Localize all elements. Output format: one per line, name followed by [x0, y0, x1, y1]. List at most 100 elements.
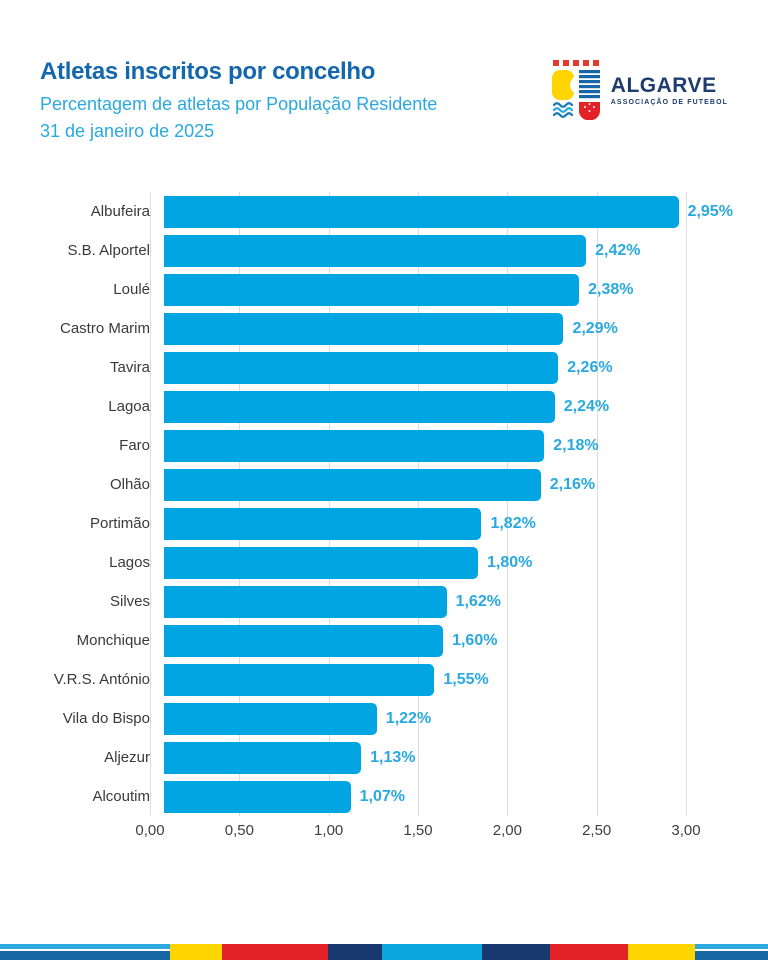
category-label: Tavira — [109, 359, 150, 376]
bar-track: 1,13% — [164, 741, 740, 774]
bar-track: 1,55% — [164, 663, 740, 696]
category-label: Lagoa — [108, 398, 150, 415]
algarve-crest-icon — [551, 60, 600, 120]
bar-value-label: 1,60% — [452, 631, 498, 649]
gridline — [328, 192, 330, 816]
x-tick-label: 0,50 — [224, 822, 254, 839]
footer-wave-band — [0, 949, 170, 951]
gridline — [418, 192, 419, 816]
footer-color-segment — [222, 944, 328, 960]
gridline — [507, 192, 509, 816]
bar-value-label: 2,42% — [595, 241, 641, 259]
category-label: Olhão — [109, 476, 150, 493]
bar-value-label: 1,62% — [455, 592, 501, 610]
bar — [164, 507, 482, 540]
grid-layer — [150, 192, 740, 816]
bar — [164, 312, 564, 345]
chart-row: Olhão 2,16% — [40, 465, 740, 504]
x-tick-label: 0,00 — [135, 822, 165, 839]
chart-row: Aljezur 1,13% — [40, 738, 740, 777]
footer-color-segment — [482, 944, 550, 960]
page-title: Atletas inscritos por concelho — [40, 58, 376, 85]
bar-chart: Albufeira 2,95% S.B. Alportel 2,42% Loulé 2,3… — [40, 192, 740, 852]
footer-wave-band — [695, 949, 768, 951]
footer-wave-band — [0, 951, 170, 960]
bar-value-label: 1,22% — [385, 709, 432, 727]
chart-row: Castro Marim 2,29% — [40, 309, 740, 348]
category-label: Castro Marim — [59, 320, 150, 337]
page-subtitle: Percentagem de atletas por População Res… — [40, 94, 438, 114]
bar — [164, 663, 435, 696]
category-label: Portimão — [89, 515, 150, 532]
bar-value-label: 2,95% — [687, 202, 733, 220]
gridline — [239, 192, 241, 816]
chart-row: Faro 2,18% — [40, 426, 740, 465]
x-tick-label: 2,50 — [582, 822, 612, 839]
x-tick-label: 1,00 — [314, 822, 344, 839]
chart-row: Portimão 1,82% — [40, 504, 740, 543]
bar-value-label: 2,18% — [553, 436, 599, 454]
bar-value-label: 2,24% — [563, 397, 610, 415]
chart-row: Lagoa 2,24% — [40, 387, 740, 426]
footer-color-segment — [170, 944, 222, 960]
logo-tagline: ASSOCIAÇÃO DE FUTEBOL — [610, 98, 728, 106]
bar — [164, 585, 447, 618]
bar-track: 1,80% — [164, 546, 740, 579]
x-axis: 0,00 0,50 1,00 1,50 2,00 2,50 3,00 — [135, 822, 740, 852]
chart-row: Alcoutim 1,07% — [40, 777, 740, 816]
bar-value-label: 1,13% — [370, 748, 416, 766]
bar — [164, 546, 478, 579]
chart-row: Tavira 2,26% — [40, 348, 740, 387]
bar — [164, 351, 559, 384]
footer-wave-band — [695, 944, 768, 949]
x-tick-label: 1,50 — [403, 822, 433, 839]
category-label: Monchique — [76, 632, 150, 649]
bar — [164, 468, 541, 501]
category-label: S.B. Alportel — [67, 242, 150, 259]
x-tick-label: 3,00 — [671, 822, 701, 839]
chart-row: Monchique 1,60% — [40, 621, 740, 660]
footer-wave-band — [695, 951, 768, 960]
footer-color-segment — [628, 944, 695, 960]
bar-track: 1,22% — [164, 702, 740, 735]
title-block: Atletas inscritos por concelho Percentag… — [40, 58, 437, 142]
bar-track: 2,16% — [164, 468, 740, 501]
bar — [164, 273, 580, 306]
bar — [164, 741, 362, 774]
bar — [164, 195, 679, 228]
bar — [164, 390, 555, 423]
footer-wave-segment — [695, 944, 768, 960]
category-label: Aljezur — [104, 749, 150, 766]
x-tick-label: 2,00 — [492, 822, 522, 839]
chart-row: Silves 1,62% — [40, 582, 740, 621]
chart-row: V.R.S. António 1,55% — [40, 660, 740, 699]
bar-track: 2,26% — [164, 351, 740, 384]
bar-track: 2,95% — [164, 195, 740, 228]
bar-value-label: 1,80% — [486, 553, 533, 571]
footer-color-segment — [328, 944, 382, 960]
bar-track: 1,60% — [164, 624, 740, 657]
chart-row: Albufeira 2,95% — [40, 192, 740, 231]
bar-value-label: 2,16% — [549, 475, 596, 493]
footer-wave-band — [0, 944, 170, 949]
bar-track: 2,18% — [164, 429, 740, 462]
bar-track: 1,62% — [164, 585, 740, 618]
bar-value-label: 1,82% — [490, 514, 536, 532]
bar-track: 1,07% — [164, 780, 740, 813]
logo-text: ALGARVE ASSOCIAÇÃO DE FUTEBOL — [611, 75, 728, 106]
category-label: Vila do Bispo — [62, 710, 150, 727]
category-label: V.R.S. António — [53, 671, 150, 688]
bar — [164, 429, 545, 462]
category-label: Lagos — [109, 554, 150, 571]
bar-value-label: 1,07% — [359, 787, 406, 805]
chart-row: Lagos 1,80% — [40, 543, 740, 582]
category-label: Alcoutim — [92, 788, 150, 805]
bar-value-label: 2,26% — [567, 358, 613, 376]
gridline — [596, 192, 598, 816]
bar-rows: Albufeira 2,95% S.B. Alportel 2,42% Loulé 2,3… — [40, 192, 740, 816]
gridline — [150, 192, 151, 816]
footer-color-segment — [550, 944, 628, 960]
bar — [164, 234, 587, 267]
header: Atletas inscritos por concelho Percentag… — [40, 58, 728, 142]
bar — [164, 624, 444, 657]
